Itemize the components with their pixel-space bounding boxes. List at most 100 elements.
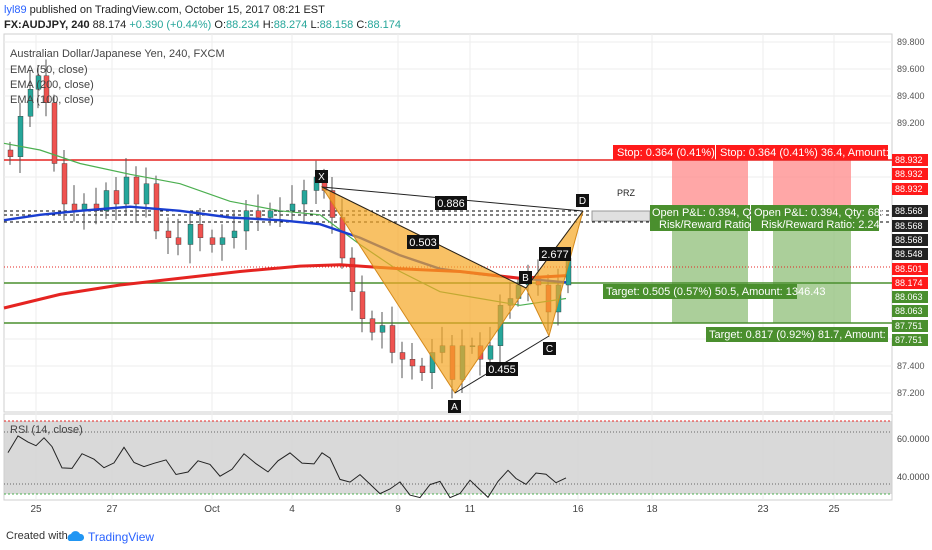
- candle-body: [488, 346, 493, 360]
- price-tick[interactable]: 87.400: [897, 361, 925, 371]
- candle-body: [154, 184, 159, 231]
- legend-ema-50[interactable]: EMA (50, close): [10, 64, 88, 76]
- rsi-tick-60: 60.0000: [897, 434, 930, 444]
- candle-body: [360, 292, 365, 319]
- candle-body: [176, 238, 181, 245]
- time-tick[interactable]: 25: [30, 504, 42, 515]
- time-tick[interactable]: 11: [465, 504, 476, 515]
- svg-text:Risk/Reward Ratio: 2.24: Risk/Reward Ratio: 2.24: [761, 219, 880, 231]
- target-label-1[interactable]: Target: 0.505 (0.57%) 50.5, Amount: 1346…: [603, 284, 826, 299]
- time-tick[interactable]: Oct: [204, 504, 220, 515]
- price-tag-l13: 87.751: [895, 335, 923, 345]
- svg-text:Target: 0.817 (0.92%) 81.7, Am: Target: 0.817 (0.92%) 81.7, Amount: 1: [709, 329, 895, 341]
- price-tag-l7: 88.548: [895, 249, 923, 259]
- time-tick[interactable]: 25: [828, 504, 840, 515]
- ratio-xd: 0.886: [435, 196, 467, 210]
- candle-body: [256, 211, 261, 218]
- legend-rsi[interactable]: RSI (14, close): [10, 424, 83, 436]
- candle-body: [18, 116, 23, 157]
- label-x: X: [315, 170, 328, 183]
- candle-body: [400, 353, 405, 360]
- ratio-bc: 0.455: [486, 362, 518, 376]
- candle-body: [198, 224, 203, 238]
- price-tag-l12: 87.751: [895, 321, 923, 331]
- svg-text:B: B: [522, 273, 529, 284]
- time-tick[interactable]: 4: [289, 504, 295, 515]
- time-tick[interactable]: 27: [106, 504, 118, 515]
- legend-ema-200[interactable]: EMA (200, close): [10, 79, 94, 91]
- candle-body: [370, 319, 375, 333]
- stop-label-2[interactable]: Stop: 0.364 (0.41%) 36.4, Amount: 1: [716, 145, 898, 160]
- price-chart[interactable]: X A B C D 0.886 0.503 0.455 2.677 PRZ St…: [0, 0, 932, 520]
- candle-body: [210, 238, 215, 245]
- label-b: B: [519, 271, 532, 284]
- candle-body: [8, 150, 13, 157]
- svg-text:Open P&L: 0.394, Qty: 686: Open P&L: 0.394, Qty: 686: [754, 207, 886, 219]
- svg-text:0.886: 0.886: [437, 198, 465, 210]
- price-tick[interactable]: 89.800: [897, 37, 925, 47]
- time-axis[interactable]: 25 27 Oct 4 9 11 16 18 23 25: [30, 504, 840, 515]
- time-tick[interactable]: 23: [757, 504, 769, 515]
- candle-body: [244, 211, 249, 231]
- candle-body: [62, 164, 67, 205]
- svg-text:Open P&L: 0.394, Qty: Open P&L: 0.394, Qty: [652, 207, 760, 219]
- prz-label: PRZ: [617, 188, 636, 198]
- rsi-tick-40: 40.0000: [897, 472, 930, 482]
- tradingview-cloud-icon: [66, 529, 84, 543]
- tradingview-brand-link[interactable]: TradingView: [88, 530, 154, 544]
- candle-body: [114, 191, 119, 205]
- candle-body: [302, 191, 307, 205]
- time-tick[interactable]: 18: [646, 504, 658, 515]
- candle-body: [220, 238, 225, 245]
- time-tick[interactable]: 9: [395, 504, 401, 515]
- prz-box[interactable]: [592, 211, 650, 221]
- candle-body: [340, 218, 345, 259]
- price-tick[interactable]: 89.200: [897, 118, 925, 128]
- ratio-xb: 0.503: [407, 235, 439, 249]
- price-tick[interactable]: 87.200: [897, 388, 925, 398]
- price-tick[interactable]: 89.600: [897, 64, 925, 74]
- legend-title: Australian Dollar/Japanese Yen, 240, FXC…: [10, 48, 225, 60]
- created-with-text: Created with: [6, 530, 68, 542]
- svg-text:0.455: 0.455: [488, 364, 516, 376]
- candle-body: [410, 359, 415, 366]
- candle-body: [420, 366, 425, 373]
- stop-zone-1: [672, 160, 748, 210]
- price-tick[interactable]: 89.400: [897, 91, 925, 101]
- time-tick[interactable]: 16: [572, 504, 584, 515]
- price-tags: 88.932 88.932 88.932 88.568 88.568 88.568 88.5…: [892, 154, 928, 346]
- ratio-cd: 2.677: [539, 247, 571, 261]
- svg-text:A: A: [451, 402, 458, 413]
- label-c: C: [543, 342, 556, 355]
- svg-text:2.677: 2.677: [541, 249, 569, 261]
- price-tag-l1: 88.932: [895, 155, 923, 165]
- candle-body: [290, 204, 295, 211]
- legend-ema-100[interactable]: EMA (100, close): [10, 94, 94, 106]
- label-a: A: [448, 400, 461, 413]
- price-tag-l11: 88.063: [895, 306, 923, 316]
- candle-body: [134, 177, 139, 204]
- candle-body: [166, 231, 171, 238]
- svg-text:D: D: [579, 196, 586, 207]
- price-tag-l8: 88.501: [895, 264, 923, 274]
- price-tag-l10: 88.063: [895, 292, 923, 302]
- price-tag-l3: 88.932: [895, 184, 923, 194]
- candle-body: [72, 204, 77, 211]
- stop-label-1[interactable]: Stop: 0.364 (0.41%): [613, 145, 715, 160]
- label-d: D: [576, 194, 589, 207]
- price-tag-l6: 88.568: [895, 235, 923, 245]
- svg-text:Stop: 0.364 (0.41%): Stop: 0.364 (0.41%): [617, 147, 715, 159]
- candle-body: [380, 326, 385, 333]
- price-tag-l2: 88.932: [895, 169, 923, 179]
- price-tag-l5: 88.568: [895, 221, 923, 231]
- stop-zone-2: [773, 160, 851, 210]
- candle-body: [124, 177, 129, 204]
- svg-text:X: X: [318, 172, 325, 183]
- svg-text:Risk/Reward Ratio: 1: Risk/Reward Ratio: 1: [659, 219, 762, 231]
- candle-body: [390, 326, 395, 353]
- candle-body: [188, 224, 193, 244]
- price-tag-l9: 88.174: [895, 278, 923, 288]
- target-label-2[interactable]: Target: 0.817 (0.92%) 81.7, Amount: 1: [706, 327, 895, 342]
